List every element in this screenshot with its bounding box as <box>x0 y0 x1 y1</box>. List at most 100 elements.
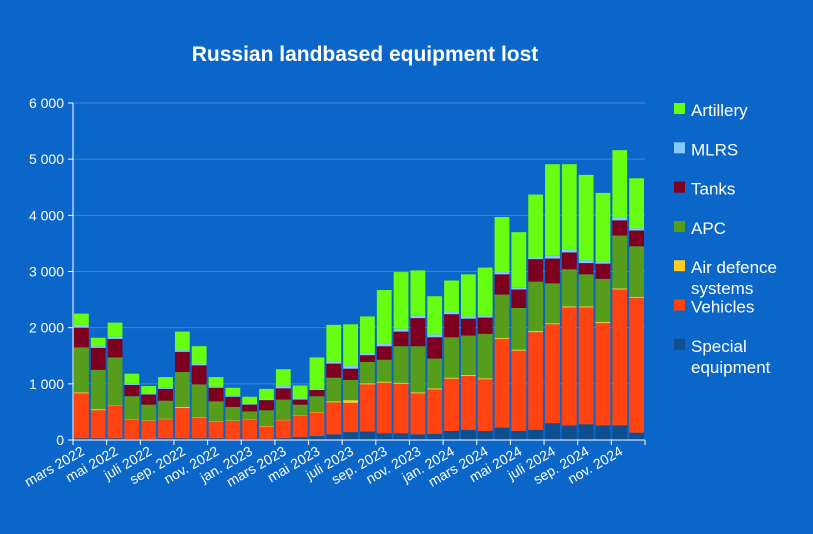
bar-segment <box>545 164 560 256</box>
bar-segment <box>360 383 375 385</box>
bar-segment <box>275 369 291 387</box>
bar-segment <box>275 420 291 439</box>
bar-segment <box>107 438 123 440</box>
bar-segment <box>90 337 106 347</box>
bar-segment <box>427 433 443 440</box>
bar-segment <box>309 396 325 412</box>
legend-label: MLRS <box>691 140 738 159</box>
bar-segment <box>629 230 644 247</box>
bar-segment <box>376 343 392 347</box>
bar-segment <box>191 363 207 366</box>
bars <box>74 150 644 440</box>
bar-segment <box>259 410 274 426</box>
bar-segment <box>410 434 426 440</box>
bar-segment <box>545 323 560 325</box>
bar-segment <box>343 379 358 401</box>
bar-segment <box>292 437 308 440</box>
bar-segment <box>578 424 594 440</box>
bar-segment <box>494 427 510 440</box>
bar-segment <box>528 331 544 333</box>
bar-segment <box>460 374 476 376</box>
legend-label-line: systems <box>691 279 753 298</box>
legend-swatch <box>674 220 685 232</box>
bar-segment <box>309 436 325 440</box>
bar-segment <box>191 416 207 418</box>
bar-segment <box>444 314 459 338</box>
bar-segment <box>612 217 628 221</box>
bar-segment <box>477 333 493 379</box>
bar-segment <box>460 316 476 319</box>
bar-segment <box>578 274 594 307</box>
bar-segment <box>74 392 89 394</box>
bar-segment <box>629 246 644 297</box>
legend-label-line: equipment <box>691 358 771 377</box>
bar-segment <box>343 368 358 380</box>
legend-label-line: Artillery <box>691 101 748 120</box>
bar-segment <box>595 425 611 440</box>
bar-segment <box>545 423 560 440</box>
bar-segment <box>460 375 476 430</box>
bar-segment <box>511 350 527 432</box>
bar-segment <box>393 346 409 383</box>
bar-segment <box>292 415 308 416</box>
legend-label-line: Air defence <box>691 258 777 277</box>
bar-segment <box>141 394 157 405</box>
bar-segment <box>242 438 258 440</box>
bar-segment <box>275 419 291 421</box>
bar-segment <box>612 288 628 290</box>
bar-segment <box>124 384 140 397</box>
legend-swatch <box>674 181 685 193</box>
bar-segment <box>309 388 325 391</box>
bar-segment <box>410 318 426 347</box>
bar-segment <box>477 317 493 334</box>
bar-segment <box>124 438 140 440</box>
bar-segment <box>292 415 308 438</box>
bar-segment <box>477 379 493 432</box>
bar-segment <box>225 387 241 396</box>
bar-segment <box>612 235 628 289</box>
bar-segment <box>275 399 291 420</box>
bar-segment <box>259 399 274 401</box>
bar-segment <box>528 281 544 332</box>
bar-segment <box>494 337 510 339</box>
bar-segment <box>393 331 409 347</box>
bar-segment <box>477 431 493 440</box>
bar-segment <box>393 272 409 329</box>
bar-segment <box>528 194 544 258</box>
bar-segment <box>90 409 106 411</box>
bar-segment <box>242 419 258 439</box>
bar-segment <box>444 280 459 312</box>
bar-segment <box>561 269 577 307</box>
bar-segment <box>376 381 392 383</box>
bar-segment <box>561 306 577 308</box>
y-tick-label: 2 000 <box>29 320 64 336</box>
bar-segment <box>74 327 89 348</box>
bar-segment <box>410 392 426 394</box>
bar-segment <box>561 164 577 250</box>
bar-segment <box>343 400 358 403</box>
bar-segment <box>174 351 190 373</box>
bar-segment <box>612 220 628 236</box>
legend-swatch <box>674 260 685 272</box>
bar-segment <box>242 396 258 404</box>
bar-segment <box>511 349 527 351</box>
bar-segment <box>343 402 358 433</box>
bar-segment <box>360 355 375 362</box>
bar-segment <box>410 315 426 319</box>
y-tick-label: 1 000 <box>29 376 64 392</box>
y-tick-label: 3 000 <box>29 264 64 280</box>
bar-segment <box>494 338 510 428</box>
bar-segment <box>107 322 123 337</box>
bar-segment <box>343 365 358 369</box>
bar-segment <box>292 385 308 399</box>
bar-segment <box>444 311 459 315</box>
bar-segment <box>90 410 106 439</box>
bar-segment <box>545 324 560 424</box>
legend-label-line: APC <box>691 219 726 238</box>
bar-segment <box>141 404 157 421</box>
bar-segment <box>326 434 342 440</box>
bar-segment <box>410 393 426 435</box>
bar-segment <box>174 406 190 408</box>
bar-segment <box>528 429 544 440</box>
